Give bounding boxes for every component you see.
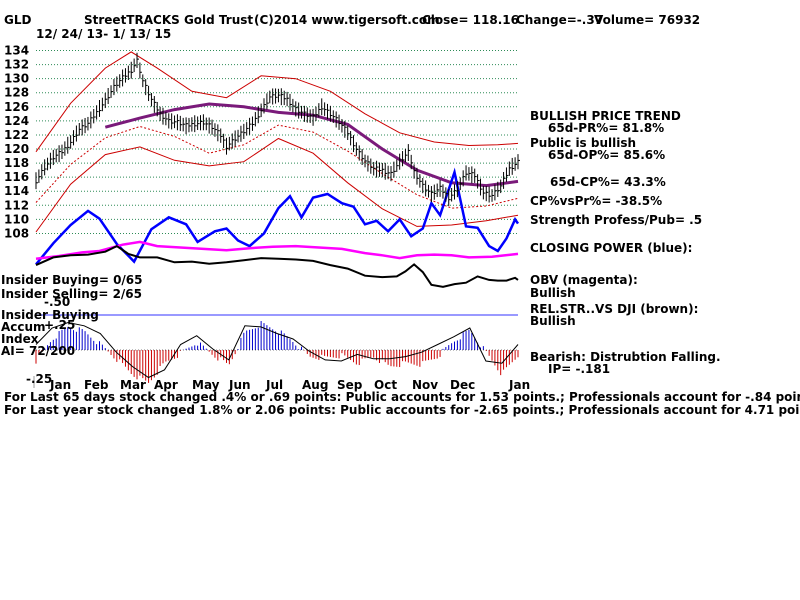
month-label: Jun xyxy=(228,378,251,392)
footer-line-1: For Last 65 days stock changed .4% or .6… xyxy=(4,390,800,404)
lower-band-line xyxy=(35,137,519,233)
obv-label: OBV (magenta): xyxy=(530,273,638,287)
month-label: Apr xyxy=(154,378,178,392)
insider-selling-label: Insider Selling= 2/65 xyxy=(1,287,143,301)
cpvspr-label: CP%vsPr%= -38.5% xyxy=(530,194,663,208)
month-label: Jan xyxy=(508,378,530,392)
index-label: Index xyxy=(1,332,39,346)
y-tick-label: 126 xyxy=(4,100,29,114)
axis-labels: 1341321301281261241221201181161141121101… xyxy=(4,44,530,392)
accum-label: Accum xyxy=(1,320,46,334)
month-label: Oct xyxy=(374,378,397,392)
minus-25-label: -.25 xyxy=(26,372,53,386)
y-tick-label: 118 xyxy=(4,156,29,170)
accum-ma-line xyxy=(35,321,519,379)
bearish-label: Bearish: Distrubtion Falling. xyxy=(530,350,721,364)
y-tick-label: 134 xyxy=(4,44,29,58)
footer-line-2: For Last year stock changed 1.8% or 2.06… xyxy=(4,403,800,417)
y-tick-label: 120 xyxy=(4,142,29,156)
y-tick-label: 122 xyxy=(4,128,29,142)
month-label: Jul xyxy=(265,378,283,392)
y-tick-label: 114 xyxy=(4,184,29,198)
volume-value: Volume= 76932 xyxy=(594,13,701,27)
pr-label: 65d-PR%= 81.8% xyxy=(548,121,665,135)
month-label: Aug xyxy=(302,378,328,392)
y-tick-label: 130 xyxy=(4,72,29,86)
y-tick-label: 132 xyxy=(4,58,29,72)
month-label: Mar xyxy=(120,378,146,392)
y-tick-label: 116 xyxy=(4,170,29,184)
accumulation-index xyxy=(33,314,519,388)
minus-50-label: -.50 xyxy=(44,295,71,309)
insider-buying-label-2: Insider Buying xyxy=(1,308,99,322)
public-label: Public is bullish xyxy=(530,136,637,150)
month-label: Feb xyxy=(84,378,109,392)
obv-line xyxy=(35,240,519,261)
closing-power-line xyxy=(35,167,520,266)
month-label: Nov xyxy=(412,378,438,392)
price-layer xyxy=(35,52,520,207)
fund-name: StreetTRACKS Gold Trust xyxy=(84,13,254,27)
relstr-state: Bullish xyxy=(530,314,576,328)
insider-buying-label: Insider Buying= 0/65 xyxy=(1,273,143,287)
indicator-layer xyxy=(35,167,520,288)
y-tick-label: 108 xyxy=(4,226,29,240)
change-value: Change=-.37 xyxy=(516,13,604,27)
strength-label: Strength Profess/Pub= .5 xyxy=(530,213,703,227)
y-tick-label: 124 xyxy=(4,114,29,128)
op-label: 65d-OP%= 85.6% xyxy=(548,148,666,162)
date-range: 12/ 24/ 13- 1/ 13/ 15 xyxy=(36,27,172,41)
relstr-label: REL.STR..VS DJI (brown): xyxy=(530,302,699,316)
closing-power-label: CLOSING POWER (blue): xyxy=(530,241,693,255)
month-label: May xyxy=(192,378,220,392)
upper-band-line xyxy=(35,51,519,153)
dotted-ma-line xyxy=(35,124,519,209)
y-tick-label: 112 xyxy=(4,198,29,212)
month-label: Sep xyxy=(337,378,363,392)
cp-label: 65d-CP%= 43.3% xyxy=(550,175,666,189)
y-tick-label: 110 xyxy=(4,212,29,226)
ai-label: AI= 72/200 xyxy=(1,344,76,358)
plus-25-label: +.25 xyxy=(44,318,76,332)
y-tick-label: 128 xyxy=(4,86,29,100)
obv-state: Bullish xyxy=(530,286,576,300)
ticker: GLD xyxy=(4,13,32,27)
ip-label: IP= -.181 xyxy=(548,362,611,376)
close-value: Close= 118.16 xyxy=(422,13,519,27)
copyright: (C)2014 www.tigersoft.com xyxy=(254,13,440,27)
relstr-line xyxy=(35,244,519,288)
trend-label: BULLISH PRICE TREND xyxy=(530,109,681,123)
grid-lines xyxy=(36,50,518,234)
month-label: Jan xyxy=(49,378,71,392)
month-label: Dec xyxy=(450,378,475,392)
